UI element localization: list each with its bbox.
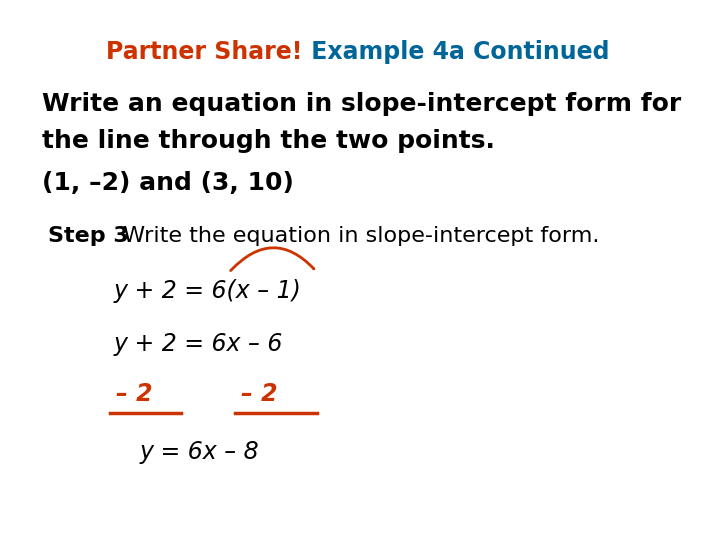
FancyArrowPatch shape [230, 248, 314, 271]
Text: Write an equation in slope-intercept form for: Write an equation in slope-intercept for… [42, 92, 682, 116]
Text: – 2: – 2 [117, 382, 153, 406]
Text: – 2: – 2 [240, 382, 277, 406]
Text: (1, –2) and (3, 10): (1, –2) and (3, 10) [42, 171, 294, 195]
Text: Partner Share!: Partner Share! [107, 39, 302, 64]
Text: Step 3: Step 3 [48, 226, 129, 246]
Text: Example 4a Continued: Example 4a Continued [302, 39, 609, 64]
Text: the line through the two points.: the line through the two points. [42, 129, 495, 153]
Text: y + 2 = 6(x – 1): y + 2 = 6(x – 1) [113, 279, 301, 303]
Text: y = 6x – 8: y = 6x – 8 [140, 440, 260, 463]
Text: Write the equation in slope-intercept form.: Write the equation in slope-intercept fo… [117, 226, 600, 246]
Text: y + 2 = 6x – 6: y + 2 = 6x – 6 [113, 332, 283, 356]
